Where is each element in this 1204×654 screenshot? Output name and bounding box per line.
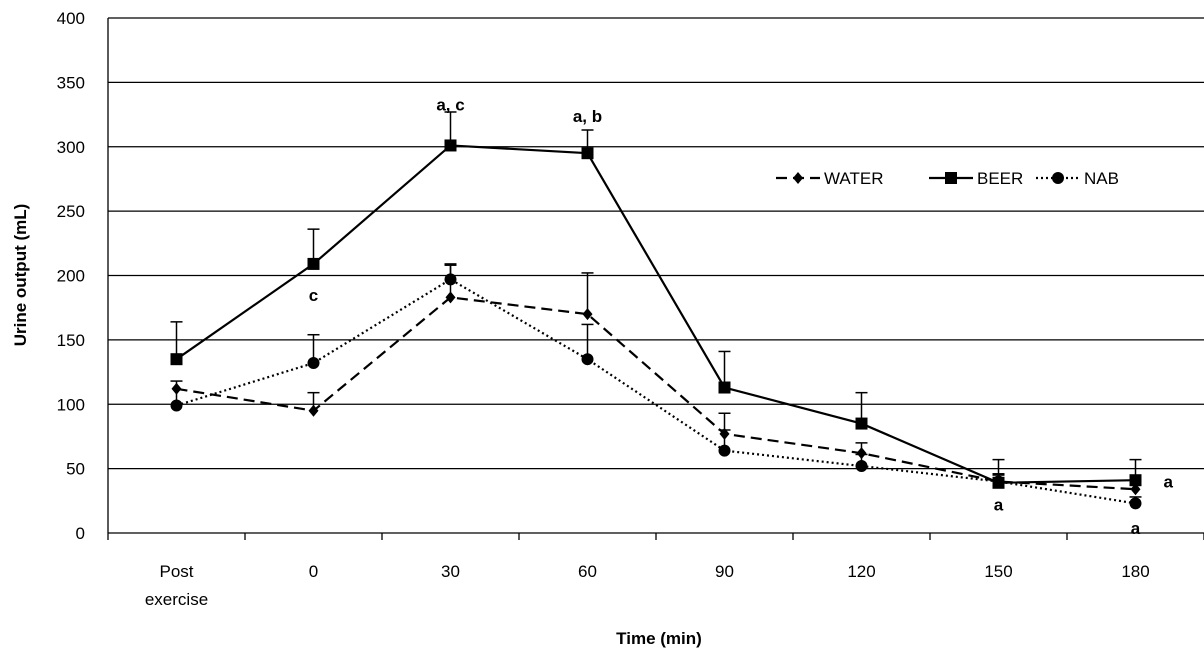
y-axis-label: Urine output (mL) <box>11 204 30 347</box>
y-tick-label: 150 <box>57 331 85 350</box>
annotations: a, c a, b c a a a <box>309 95 1174 538</box>
data-point <box>855 460 868 473</box>
legend: WATER BEER NAB <box>776 169 1119 188</box>
data-point <box>444 139 457 152</box>
y-tick-label: 250 <box>57 202 85 221</box>
y-tick-label: 300 <box>57 138 85 157</box>
x-tick-label: 0 <box>309 562 318 581</box>
annotation: a <box>1164 473 1174 492</box>
data-point <box>1129 497 1142 510</box>
data-point <box>581 353 594 366</box>
data-point <box>1129 474 1142 487</box>
data-point <box>856 447 867 460</box>
annotation: c <box>309 286 318 305</box>
data-point <box>308 404 319 417</box>
y-tick-label: 0 <box>76 524 85 543</box>
series-group <box>170 111 1142 510</box>
data-point <box>307 357 320 370</box>
legend-item-nab: NAB <box>1036 169 1119 188</box>
data-point <box>170 353 183 366</box>
data-point <box>718 444 731 457</box>
x-tick-label: 30 <box>441 562 460 581</box>
x-tick-label: 180 <box>1121 562 1149 581</box>
x-tick-label: 60 <box>578 562 597 581</box>
y-tick-label: 100 <box>57 395 85 414</box>
annotation: a <box>994 496 1004 515</box>
data-point <box>444 273 457 286</box>
data-point <box>1130 483 1141 496</box>
data-point <box>582 308 593 321</box>
legend-marker <box>1052 172 1064 184</box>
data-point <box>855 417 868 430</box>
x-axis-label: Time (min) <box>616 629 702 648</box>
data-point <box>581 147 594 160</box>
series-line <box>176 296 1136 491</box>
x-tick-label: 120 <box>847 562 875 581</box>
data-point <box>307 257 320 270</box>
legend-label: BEER <box>977 169 1023 188</box>
y-axis-ticks: 0 50 100 150 200 250 300 350 400 <box>57 9 85 543</box>
data-point <box>718 381 731 394</box>
x-tick-label: 90 <box>715 562 734 581</box>
x-tick-label: 150 <box>984 562 1012 581</box>
legend-item-water: WATER <box>776 169 884 188</box>
y-tick-label: 400 <box>57 9 85 28</box>
series-line <box>176 278 1136 505</box>
annotation: a, b <box>573 107 602 126</box>
gridlines <box>107 17 1204 540</box>
y-tick-label: 200 <box>57 267 85 286</box>
y-tick-label: 50 <box>66 460 85 479</box>
legend-label: NAB <box>1084 169 1119 188</box>
series-water <box>171 264 1142 496</box>
annotation: a <box>1131 519 1141 538</box>
legend-marker <box>793 172 803 184</box>
data-point <box>992 475 1005 488</box>
legend-label: WATER <box>824 169 884 188</box>
series-line <box>175 144 1136 484</box>
annotation: a, c <box>436 95 464 114</box>
series-nab <box>170 263 1142 510</box>
legend-item-beer: BEER <box>929 169 1023 188</box>
legend-marker <box>945 172 957 184</box>
data-point <box>445 291 456 304</box>
y-tick-label: 350 <box>57 73 85 92</box>
data-point <box>170 399 183 412</box>
x-axis-ticks: Post exercise 0 30 60 90 120 150 180 <box>145 562 1150 609</box>
x-tick-label: Post exercise <box>145 562 208 609</box>
